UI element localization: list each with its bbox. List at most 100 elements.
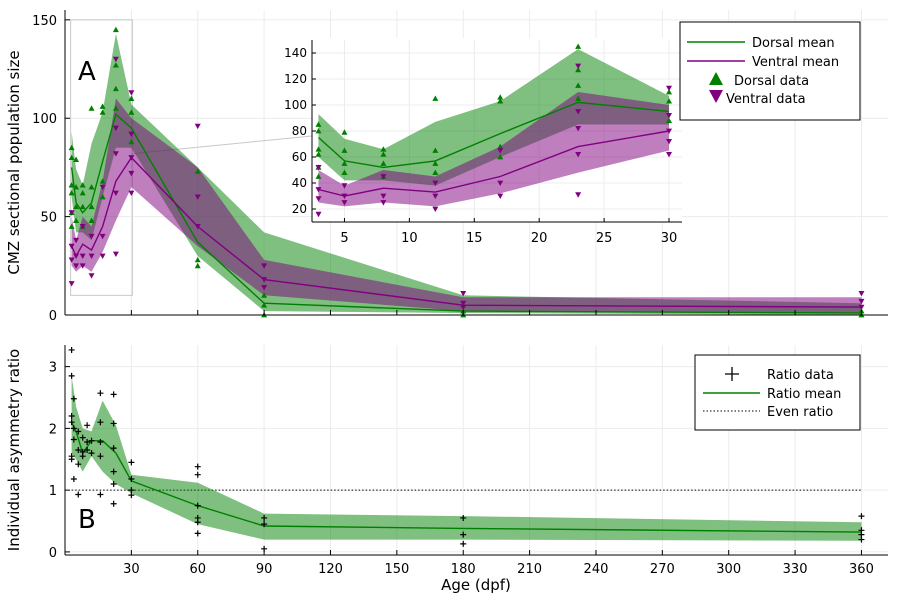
dorsal-data-point: [73, 156, 80, 162]
legend-label: Even ratio: [767, 405, 833, 420]
ratio-data-point: [194, 530, 201, 537]
inset-ventral-band: [318, 92, 669, 207]
ventral-data-point: [460, 300, 467, 307]
dorsal-data-point: [88, 105, 95, 111]
inset-ventral-data-point: [575, 63, 582, 69]
ratio-data-point: [97, 419, 104, 426]
ratio-data-point: [68, 413, 75, 420]
ratio-data-point: [97, 390, 104, 397]
legend-label: Dorsal mean: [752, 36, 835, 51]
legend-label: Ventral mean: [752, 55, 839, 70]
dorsal-data-point: [112, 62, 119, 68]
ventral-data-point: [112, 190, 119, 196]
inset-dorsal-data-point: [341, 147, 348, 153]
ratio-data-point: [460, 540, 467, 547]
inset-x-tick-label: 5: [340, 231, 348, 246]
inset-y-tick-label: 100: [284, 98, 307, 112]
panel-a-y-axis-label: CMZ sectional population size: [5, 50, 23, 274]
panel-a-points: [68, 26, 865, 318]
ratio-data-point: [88, 450, 95, 457]
x-tick-label: 90: [256, 562, 273, 577]
inset-y-tick-label: 20: [292, 202, 307, 216]
inset-points: [315, 43, 673, 218]
panel-a-annotation: A: [78, 57, 96, 87]
ratio-data-point: [75, 447, 82, 453]
ratio-data-point: [128, 492, 135, 499]
ratio-data-point: [68, 419, 75, 426]
ventral-data-point: [68, 281, 75, 287]
ratio-data-point: [75, 491, 82, 498]
dorsal-data-point: [261, 302, 268, 308]
panel-a-bands: [71, 33, 862, 315]
ratio-data-point: [460, 514, 467, 521]
ratio-data-point: [97, 438, 104, 445]
ratio-data-point: [68, 346, 75, 353]
dorsal-data-point: [79, 203, 86, 210]
dorsal-data-point: [194, 262, 201, 269]
inset-dorsal-data-point: [432, 147, 439, 153]
ventral-data-point: [79, 224, 86, 230]
dorsal-data-point: [73, 184, 80, 190]
ventral-data-point: [112, 125, 119, 132]
inset-ventral-data-point: [380, 200, 387, 206]
ratio-data-point: [70, 476, 77, 483]
inset-dorsal-data-point: [575, 66, 582, 73]
legend-swatch-ventral-data: [709, 90, 723, 103]
dorsal-data-point: [128, 138, 135, 145]
ventral-data-point: [99, 184, 106, 191]
ventral-data-point: [79, 253, 86, 259]
dorsal-data-point: [99, 193, 106, 200]
inset-ventral-data-point: [666, 152, 673, 158]
dorsal-data-point: [128, 109, 135, 115]
ratio-data-point: [84, 447, 91, 453]
inset-dorsal-data-point: [497, 154, 504, 160]
dorsal-data-point: [68, 190, 75, 196]
dorsal-data-point: [112, 26, 119, 33]
x-tick-label: 240: [584, 562, 609, 577]
ratio-data-point: [70, 395, 77, 402]
inset-dorsal-data-point: [341, 160, 348, 166]
dorsal-data-point: [73, 217, 80, 223]
ventral-data-point: [128, 90, 135, 96]
inset-ventral-data-point: [666, 139, 673, 145]
legend-label: Ratio mean: [767, 387, 841, 402]
panel-a-legend: Dorsal mean Ventral mean Dorsal data Ven…: [679, 21, 861, 121]
panel-a-lines: [70, 113, 862, 314]
ratio-data-point: [110, 391, 117, 398]
inset-ventral-data-point: [315, 187, 322, 193]
ratio-data-point: [858, 513, 865, 520]
inset-dorsal-data-point: [315, 173, 322, 179]
inset-dorsal-data-point: [575, 95, 582, 101]
ventral-data-point: [261, 285, 268, 291]
inset-dorsal-data-point: [575, 43, 582, 49]
ventral-data-point: [460, 290, 467, 297]
ratio-data-point: [68, 456, 75, 463]
dorsal-data-point: [128, 95, 135, 101]
ratio-data-point: [97, 453, 104, 460]
ratio-data-point: [110, 445, 117, 452]
legend-swatch-dorsal-data: [709, 72, 723, 85]
inset-ventral-data-point: [432, 193, 439, 199]
inset-ventral-data-point: [315, 211, 322, 218]
dorsal-data-point: [88, 184, 95, 190]
dorsal-band: [71, 33, 862, 315]
ratio-data-point: [68, 372, 75, 379]
ventral-data-point: [99, 253, 106, 259]
panel-b-bands: [71, 375, 862, 541]
x-tick-label: 270: [650, 562, 675, 577]
x-tick-label: 30: [123, 562, 140, 577]
ventral-data-point: [858, 304, 865, 311]
dorsal-data-point: [112, 105, 119, 111]
ventral-data-point: [88, 273, 95, 279]
inset-ventral-data-point: [575, 152, 582, 158]
inset-dorsal-data-point: [497, 94, 504, 100]
x-tick-label: 120: [318, 562, 343, 577]
dorsal-data-point: [88, 203, 95, 210]
inset-dorsal-data-point: [497, 143, 504, 149]
x-tick-label: 300: [716, 562, 741, 577]
ratio-data-point: [110, 500, 117, 507]
ventral-data-point: [128, 170, 135, 177]
ventral-data-point: [261, 263, 268, 269]
